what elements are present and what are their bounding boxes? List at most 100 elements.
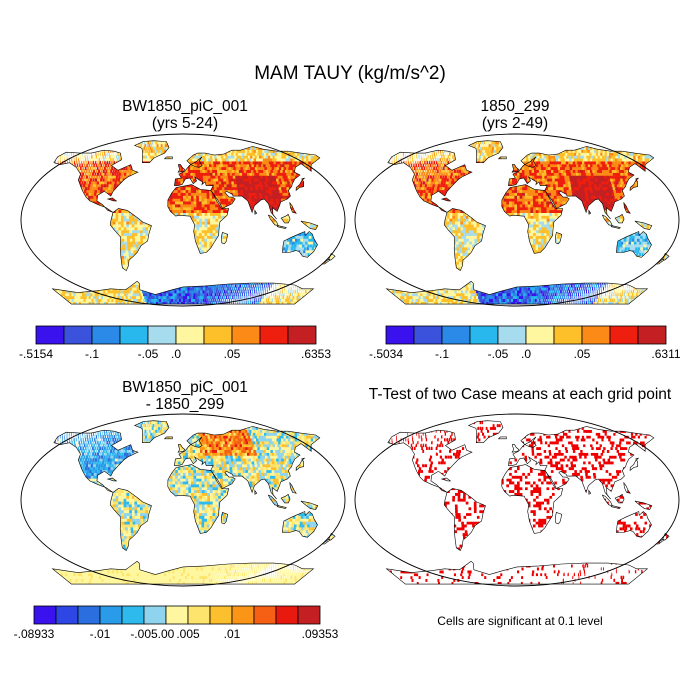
colorbar-swatch bbox=[231, 325, 261, 345]
coastline-southamerica bbox=[443, 208, 486, 272]
colorbar-swatch bbox=[297, 605, 321, 625]
coastline-northamerica bbox=[53, 429, 139, 493]
coastline-uk bbox=[177, 444, 185, 453]
significance-note: Cells are significant at 0.1 level bbox=[370, 614, 670, 628]
coastline-australia bbox=[282, 511, 318, 538]
coastline-greenland bbox=[467, 140, 504, 163]
colorbar-swatch bbox=[525, 325, 555, 345]
coastline-africa bbox=[501, 464, 564, 534]
coastline-northamerica bbox=[53, 149, 139, 213]
coastline-uk bbox=[511, 164, 519, 173]
coastline-scandinavia_sea bbox=[190, 156, 203, 168]
coastline-africa bbox=[167, 184, 230, 254]
coastline-madagascar bbox=[554, 512, 563, 525]
colorbar-tick-label: -.1 bbox=[435, 347, 449, 361]
coastline-australia bbox=[616, 511, 652, 538]
colorbar-swatch bbox=[497, 325, 527, 345]
coastline-antarctica bbox=[51, 280, 315, 305]
colorbar-swatch bbox=[287, 325, 317, 345]
colorbar-swatch bbox=[581, 325, 611, 345]
colorbar-tick-label: .6311 bbox=[651, 347, 680, 361]
colorbar-swatch bbox=[119, 325, 149, 345]
coastline-antarctica bbox=[385, 560, 649, 585]
coastline-philippines bbox=[623, 481, 631, 494]
colorbar-tick-label: -.5154 bbox=[19, 347, 53, 361]
colorbar-swatch bbox=[91, 325, 121, 345]
coastline-greenland bbox=[467, 420, 504, 443]
coastline-eurasia bbox=[174, 426, 321, 500]
coastline-greenland bbox=[133, 140, 170, 163]
coastline-africa bbox=[501, 184, 564, 254]
coastline-australia bbox=[616, 231, 652, 258]
coastline-scandinavia_sea bbox=[524, 156, 537, 168]
coastline-eurasia bbox=[508, 426, 655, 500]
colorbar-swatch bbox=[275, 605, 299, 625]
colorbar-tick-label: .05 bbox=[574, 347, 591, 361]
colorbar-swatch bbox=[253, 605, 277, 625]
coastline-cuba bbox=[440, 477, 452, 482]
colorbar-swatch bbox=[175, 325, 205, 345]
panel-1-title-line2: (yrs 5-24) bbox=[20, 115, 350, 132]
coastline-northamerica bbox=[387, 149, 473, 213]
coastline-borneo bbox=[280, 213, 291, 224]
panel-2-colorbar: -.5034 -.1 -.05 .0 .05 .6311 bbox=[369, 325, 681, 361]
coastline-southamerica bbox=[109, 208, 152, 272]
coastline-madagascar bbox=[220, 512, 229, 525]
panel-4-title: T-Test of two Case means at each grid po… bbox=[340, 386, 700, 403]
colorbar-swatch bbox=[413, 325, 443, 345]
coastline-southamerica bbox=[109, 488, 152, 552]
colorbar-tick-label: .09353 bbox=[302, 627, 339, 641]
coastline-scandinavia_sea bbox=[190, 436, 203, 448]
coastline-indonesia2 bbox=[610, 505, 621, 509]
coastline-philippines bbox=[289, 481, 297, 494]
coastline-newguinea bbox=[300, 500, 319, 510]
panel-3-colorbar: -.08933 -.01 -.005.00.005 .01 .09353 bbox=[14, 605, 339, 641]
colorbar-swatch bbox=[209, 605, 233, 625]
figure-title: MAM TAUY (kg/m/s^2) bbox=[0, 63, 700, 85]
coastline-srilanka bbox=[588, 209, 592, 215]
coastline-eurasia bbox=[174, 146, 321, 220]
coastline-iceland bbox=[163, 436, 173, 440]
panel-1-map bbox=[20, 133, 346, 307]
coastline-indonesia2 bbox=[276, 505, 287, 509]
colorbar-tick-label: .00 bbox=[158, 627, 175, 641]
colorbar-tick-label: .005 bbox=[176, 627, 200, 641]
colorbar-swatch bbox=[147, 325, 177, 345]
coastline-antarctica bbox=[385, 280, 649, 305]
panel-2-title-line2: (yrs 2-49) bbox=[350, 115, 680, 132]
coastline-uk bbox=[177, 164, 185, 173]
map-border bbox=[354, 413, 680, 587]
colorbar-tick-label: .0 bbox=[521, 347, 531, 361]
colorbar-tick-label: -.05 bbox=[138, 347, 159, 361]
coastline-australia bbox=[282, 231, 318, 258]
coastline-indonesia2 bbox=[276, 225, 287, 229]
coastline-madagascar bbox=[220, 232, 229, 245]
coastline-cuba bbox=[106, 477, 118, 482]
colorbar-swatch bbox=[33, 605, 57, 625]
colorbar-swatch bbox=[121, 605, 145, 625]
coastline-indonesia2 bbox=[610, 225, 621, 229]
panel-1-title: BW1850_piC_001 (yrs 5-24) bbox=[20, 98, 350, 132]
colorbar-swatch bbox=[469, 325, 499, 345]
coastline-madagascar bbox=[554, 232, 563, 245]
panel-4-map bbox=[354, 413, 680, 587]
coastline-japan bbox=[295, 177, 305, 192]
coastline-eurasia bbox=[508, 146, 655, 220]
colorbar-swatch bbox=[637, 325, 667, 345]
panel-3-title-line1: BW1850_piC_001 bbox=[20, 379, 350, 396]
colorbar-swatch bbox=[63, 325, 93, 345]
colorbar-tick-label: -.01 bbox=[90, 627, 111, 641]
panel-4-title-line1: T-Test of two Case means at each grid po… bbox=[340, 386, 700, 403]
coastline-srilanka bbox=[254, 209, 258, 215]
colorbar-tick-label: -.05 bbox=[488, 347, 509, 361]
coastline-borneo bbox=[614, 493, 625, 504]
coastline-newguinea bbox=[300, 220, 319, 230]
coastline-cuba bbox=[106, 197, 118, 202]
colorbar-swatch bbox=[35, 325, 65, 345]
map-border bbox=[354, 133, 680, 307]
coastline-cuba bbox=[440, 197, 452, 202]
coastline-africa bbox=[167, 464, 230, 534]
coastline-borneo bbox=[614, 213, 625, 224]
panel-1-title-line1: BW1850_piC_001 bbox=[20, 98, 350, 115]
panel-2-map bbox=[354, 133, 680, 307]
